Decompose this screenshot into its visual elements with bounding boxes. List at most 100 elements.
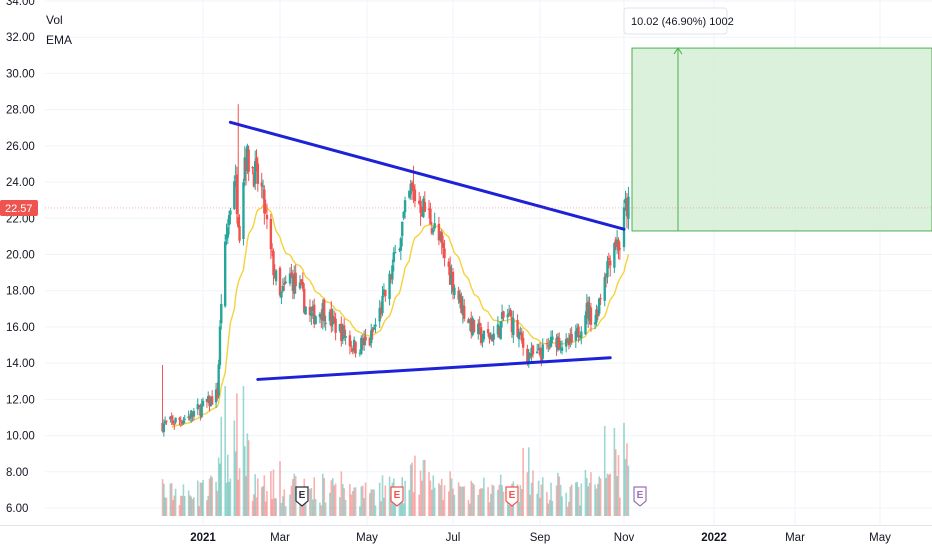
volume-bar: [570, 484, 573, 516]
volume-bar: [509, 496, 512, 516]
volume-bar: [617, 455, 620, 516]
candle-body: [457, 290, 460, 300]
candle-body: [420, 213, 424, 217]
candle-body: [180, 421, 184, 424]
candle-body: [218, 326, 222, 366]
volume-bar: [206, 500, 208, 516]
candle-body: [182, 420, 185, 424]
volume-bar: [300, 498, 303, 516]
candle-body: [472, 319, 476, 332]
candle-body: [528, 354, 532, 358]
candle-body: [486, 329, 490, 334]
candle-body: [270, 250, 274, 252]
candle-body: [499, 321, 502, 340]
volume-bar: [608, 474, 610, 516]
volume-bar: [424, 459, 426, 516]
trendline[interactable]: [256, 356, 612, 381]
volume-bar: [443, 485, 446, 516]
volume-bar: [450, 478, 453, 516]
candle-body: [531, 345, 535, 355]
candle-body: [199, 405, 202, 416]
volume-bar: [242, 386, 245, 516]
volume-bar: [339, 497, 341, 516]
candle-body: [439, 235, 442, 238]
grid: [45, 0, 932, 526]
volume-bar: [467, 499, 470, 516]
candle-body: [320, 317, 323, 320]
volume-bar: [196, 480, 199, 516]
trendline[interactable]: [228, 120, 626, 231]
candle-body: [564, 339, 568, 347]
x-tick-label: May: [356, 532, 378, 544]
candle-body: [569, 334, 572, 343]
candle-body: [255, 158, 258, 164]
candle-body: [409, 183, 412, 195]
candle-body: [384, 289, 387, 297]
candle-body: [500, 312, 504, 319]
candle-body: [450, 273, 453, 285]
volume-bar: [558, 476, 561, 516]
volume-bar: [609, 473, 612, 516]
candle-body: [607, 257, 611, 261]
candle-body: [274, 270, 278, 282]
candle-body: [225, 234, 228, 240]
candle-body: [256, 163, 260, 184]
candle-body: [178, 418, 181, 420]
volume-bar: [459, 486, 461, 516]
earnings-marker[interactable]: E: [390, 486, 404, 507]
candle-body: [482, 330, 486, 340]
candle-body: [478, 322, 481, 327]
candle-body: [226, 227, 229, 238]
earnings-label: E: [509, 490, 516, 501]
y-tick-label: 28.00: [6, 105, 35, 117]
volume-bar: [190, 496, 193, 516]
candle-body: [370, 330, 373, 344]
volume-bar: [234, 451, 237, 516]
volume-bar: [414, 455, 416, 516]
volume-bar: [275, 498, 277, 516]
volume-bar: [353, 487, 355, 516]
candle-body: [340, 323, 343, 341]
volume-bar: [587, 486, 589, 516]
volume-bar: [522, 448, 524, 516]
candle-body: [165, 420, 168, 422]
earnings-label: E: [394, 490, 401, 501]
candle-body: [589, 307, 593, 325]
volume-bar: [163, 483, 165, 516]
candle-body: [560, 347, 564, 351]
candle-body: [378, 308, 381, 322]
candle-body: [269, 218, 273, 250]
candle-body: [430, 228, 434, 234]
volume-bar: [477, 494, 480, 516]
candle-body: [344, 335, 347, 338]
candle-body: [217, 364, 220, 396]
volume-bar: [603, 425, 606, 516]
candle-body: [389, 275, 393, 280]
candle-body: [410, 182, 414, 188]
volume-bar: [616, 476, 618, 516]
earnings-marker[interactable]: E: [295, 486, 309, 507]
candle-body: [354, 341, 357, 354]
volume-bar: [207, 495, 210, 516]
candle-body: [463, 305, 466, 319]
volume-bar: [236, 393, 238, 516]
candle-body: [491, 335, 494, 342]
volume-bar: [555, 485, 558, 516]
volume-bar: [245, 476, 247, 516]
candle-body: [290, 272, 293, 276]
candle-body: [617, 239, 620, 251]
candle-body: [441, 242, 445, 249]
volume-bar: [598, 476, 601, 516]
candle-body: [559, 348, 562, 350]
volume-bar: [586, 477, 588, 516]
volume-bar: [400, 491, 402, 516]
volume-bar: [422, 459, 425, 516]
candle-body: [235, 174, 239, 215]
candle-body: [272, 251, 275, 276]
volume-bar: [540, 484, 543, 516]
earnings-marker[interactable]: E: [505, 486, 519, 507]
earnings-marker[interactable]: E: [633, 486, 647, 507]
volume-bar: [440, 478, 443, 516]
